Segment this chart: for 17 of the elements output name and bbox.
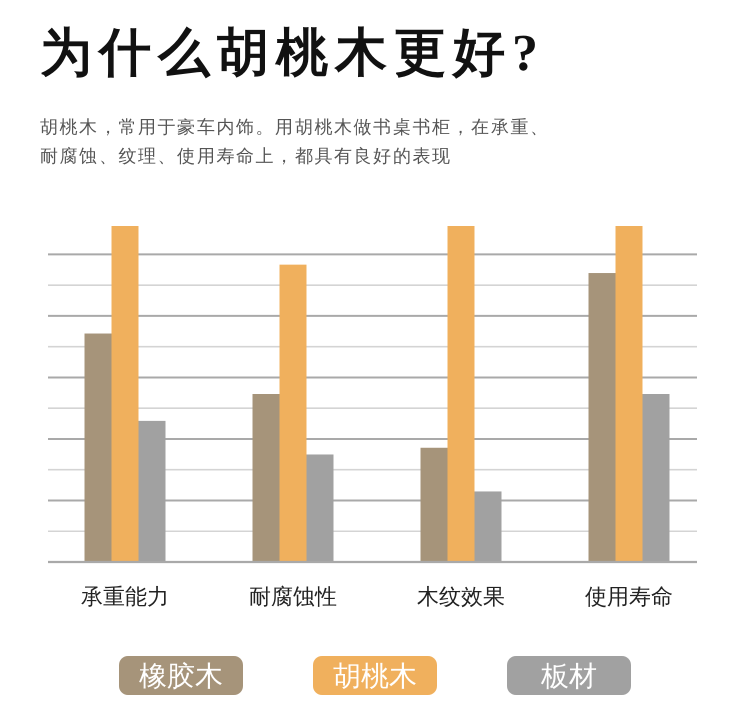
chart-subtitle: 胡桃木，常用于豪车内饰。用胡桃木做书桌书柜，在承重、耐腐蚀、纹理、使用寿命上，都具有良好的表现	[40, 116, 551, 168]
bar	[420, 448, 448, 562]
bar	[84, 334, 112, 562]
x-tick-label: 承重能力	[81, 584, 169, 609]
x-tick-label: 使用寿命	[585, 584, 673, 609]
x-tick-label: 耐腐蚀性	[249, 584, 337, 609]
chart-title: 为什么胡桃木更好?	[40, 24, 545, 84]
bar	[448, 226, 474, 562]
bar	[616, 226, 642, 562]
x-tick-label: 木纹效果	[417, 584, 505, 609]
legend-item: 胡桃木	[313, 656, 437, 695]
bar	[280, 264, 306, 562]
legend-item: 板材	[507, 656, 631, 695]
legend-item: 橡胶木	[119, 656, 243, 695]
bar	[252, 394, 280, 562]
bar	[588, 273, 616, 562]
bar	[112, 226, 138, 562]
